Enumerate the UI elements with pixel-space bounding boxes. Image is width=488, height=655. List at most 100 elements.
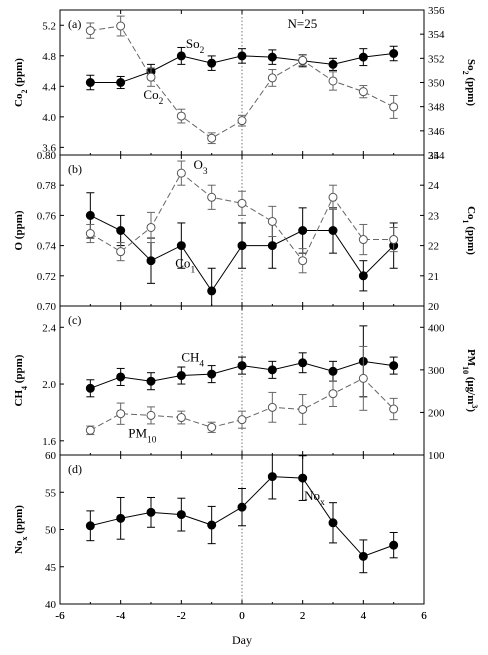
y-tick-label-left: 0.70 <box>37 301 57 313</box>
data-point-so2 <box>267 52 277 62</box>
y-tick-label-left: 2.0 <box>42 379 56 391</box>
data-point-so2 <box>328 59 338 69</box>
x-tick-label: -4 <box>116 610 126 622</box>
y-tick-label-right: 400 <box>428 322 445 334</box>
x-tick-label: 4 <box>361 610 367 622</box>
data-point-o3 <box>358 235 368 245</box>
y-tick-label-right: 200 <box>428 407 445 419</box>
y-tick-label-right: 352 <box>428 53 445 65</box>
data-point-pm10 <box>267 402 277 412</box>
data-point-o3 <box>146 222 156 232</box>
data-point-o3 <box>207 192 217 202</box>
data-point-pm10 <box>207 422 217 432</box>
data-point-o3 <box>298 256 308 266</box>
y-tick-label-right: 21 <box>428 271 439 283</box>
data-point-pm10 <box>146 410 156 420</box>
y-axis-title-right: Co1 (ppm) <box>462 206 478 255</box>
y-axis-title-left: O (ppm) <box>13 210 25 250</box>
data-point-nox <box>207 520 217 530</box>
data-point-ch4 <box>237 361 247 371</box>
y-tick-label-left: 4.0 <box>42 112 56 124</box>
data-point-co2 <box>176 111 186 121</box>
data-point-o3 <box>389 235 399 245</box>
data-point-co1 <box>267 241 277 251</box>
data-point-co2 <box>207 133 217 143</box>
y-tick-label-right: 22 <box>428 241 439 253</box>
data-point-co1 <box>237 241 247 251</box>
y-axis-title-right: So2 (ppm) <box>462 59 478 106</box>
data-point-co1 <box>146 256 156 266</box>
data-point-co1 <box>176 241 186 251</box>
y-tick-label-right: 23 <box>428 210 440 222</box>
data-point-pm10 <box>85 425 95 435</box>
y-tick-label-right: 354 <box>428 29 445 41</box>
data-point-co2 <box>358 87 368 97</box>
data-point-nox <box>267 472 277 482</box>
y-tick-label-left: 5.2 <box>42 20 56 32</box>
y-tick-label-left: 4.8 <box>42 51 56 63</box>
y-tick-label-left: 50 <box>45 525 57 537</box>
series-label-co1: Co1 <box>175 256 195 276</box>
y-tick-label-left: 55 <box>45 487 57 499</box>
y-tick-label-right: 346 <box>428 126 445 138</box>
y-axis-title-left: Nox (ppm) <box>13 505 29 554</box>
data-point-pm10 <box>237 415 247 425</box>
y-tick-label-right: 344 <box>428 150 445 162</box>
y-tick-label-left: 1.6 <box>42 436 56 448</box>
data-point-co2 <box>116 21 126 31</box>
data-point-co1 <box>116 226 126 235</box>
data-point-o3 <box>328 192 338 202</box>
x-tick-label: -2 <box>177 610 186 622</box>
data-point-nox <box>146 507 156 517</box>
y-tick-label-left: 0.76 <box>37 210 57 222</box>
y-tick-label-left: 0.74 <box>37 241 57 253</box>
x-tick-label: 6 <box>421 610 427 622</box>
data-point-co1 <box>207 286 217 296</box>
data-point-o3 <box>176 168 186 178</box>
data-point-nox <box>328 518 338 528</box>
data-point-pm10 <box>176 413 186 423</box>
y-tick-label-right: 24 <box>428 180 440 192</box>
data-point-pm10 <box>358 373 368 383</box>
data-point-nox <box>358 551 368 561</box>
data-point-o3 <box>267 216 277 226</box>
data-point-o3 <box>237 198 247 208</box>
data-point-nox <box>116 513 126 523</box>
data-point-co2 <box>237 116 247 126</box>
data-point-so2 <box>358 52 368 62</box>
data-point-pm10 <box>389 404 399 414</box>
y-tick-label-left: 2.4 <box>42 322 56 334</box>
data-point-co2 <box>267 73 277 83</box>
x-tick-label: -2 <box>177 610 186 622</box>
data-point-co1 <box>85 210 95 220</box>
data-point-nox <box>85 521 95 531</box>
y-tick-label-right: 350 <box>428 78 445 90</box>
data-point-so2 <box>85 78 95 87</box>
data-point-ch4 <box>389 361 399 371</box>
panel-label: (a) <box>68 17 81 31</box>
data-point-so2 <box>237 51 247 61</box>
data-point-ch4 <box>85 383 95 393</box>
x-tick-label: 2 <box>300 610 306 622</box>
y-tick-label-left: 0.80 <box>37 150 57 162</box>
x-tick-label: 6 <box>421 610 427 622</box>
data-point-co2 <box>146 72 156 82</box>
series-label-nox: Nox <box>304 488 325 508</box>
panel-a: 3.6 4.0 4.4 4.8 5.2 344 346 348 350 352 354 356 Co2 … <box>13 5 477 162</box>
panel-c: 1.6 2.0 2.4 100 200 300 400 CH4 (ppm) PM10 (μg/m… <box>13 305 480 462</box>
series-label-pm10: PM10 <box>128 426 156 446</box>
series-line-o3 <box>90 172 394 262</box>
data-point-ch4 <box>267 365 277 375</box>
data-point-nox <box>176 510 186 520</box>
data-point-pm10 <box>298 404 308 414</box>
series-label-ch4: CH4 <box>181 350 204 370</box>
y-tick-label-right: 348 <box>428 102 445 114</box>
y-axis-title-left: Co2 (ppm) <box>13 58 29 107</box>
y-tick-label-left: 3.6 <box>42 142 56 154</box>
series-label-so2: So2 <box>186 36 205 56</box>
y-tick-label-left: 0.78 <box>37 180 57 192</box>
data-point-ch4 <box>146 376 156 386</box>
data-point-so2 <box>116 78 126 87</box>
data-point-nox <box>237 502 247 512</box>
